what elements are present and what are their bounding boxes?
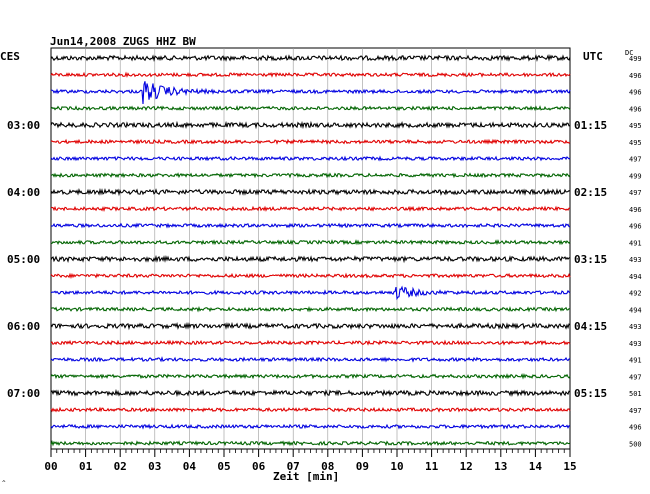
trace-row-20: [50, 388, 571, 398]
dc-value: 497: [629, 407, 642, 415]
dc-value: 501: [629, 390, 642, 398]
x-tick-label: 00: [44, 460, 57, 473]
left-time-label: 07:00: [7, 387, 40, 400]
x-tick-label: 02: [114, 460, 127, 473]
dc-value: 497: [629, 156, 642, 164]
trace-row-6: [50, 155, 571, 162]
x-tick-label: 08: [321, 460, 334, 473]
dc-value: 499: [629, 172, 642, 180]
trace-row-18: [50, 356, 571, 363]
left-time-label: 03:00: [7, 119, 40, 132]
x-tick-label: 06: [252, 460, 266, 473]
x-tick-label: 13: [494, 460, 507, 473]
x-tick-label: 15: [563, 460, 576, 473]
right-time-label: 01:15: [574, 119, 607, 132]
dc-value: 497: [629, 189, 642, 197]
dc-value: 499: [629, 55, 642, 63]
left-time-label: 05:00: [7, 253, 40, 266]
dc-value: 500: [629, 440, 642, 448]
trace-row-16: [50, 321, 571, 331]
trace-row-17: [50, 339, 571, 346]
dc-value: 496: [629, 424, 642, 432]
trace-row-9: [50, 205, 571, 213]
x-tick-label: 01: [79, 460, 93, 473]
dc-value: 493: [629, 256, 642, 264]
dc-value: 493: [629, 323, 642, 331]
x-tick-label: 07: [287, 460, 300, 473]
x-axis-label: Zeit [min]: [273, 470, 340, 483]
trace-row-14: [50, 285, 571, 301]
trace-row-15: [50, 305, 571, 313]
dc-value: 492: [629, 290, 642, 298]
dc-column-header: DC: [625, 49, 634, 57]
left-timezone-label: CES: [0, 50, 20, 63]
right-time-label: 05:15: [574, 387, 607, 400]
trace-row-12: [50, 254, 571, 264]
corner-mark: ^: [2, 480, 6, 487]
trace-row-22: [50, 423, 571, 430]
x-tick-label: 04: [183, 460, 197, 473]
dc-value: 496: [629, 223, 642, 231]
trace-row-21: [50, 406, 571, 413]
chart-title: Jun14,2008 ZUGS HHZ BW: [50, 35, 196, 48]
x-tick-label: 10: [390, 460, 403, 473]
trace-row-7: [50, 172, 571, 179]
trace-row-13: [50, 272, 571, 279]
right-timezone-label: UTC: [583, 50, 603, 63]
x-tick-label: 05: [217, 460, 230, 473]
right-time-label: 04:15: [574, 320, 607, 333]
dc-value: 496: [629, 89, 642, 97]
dc-value: 491: [629, 239, 642, 247]
dc-value: 496: [629, 72, 642, 80]
x-tick-label: 09: [356, 460, 369, 473]
trace-row-4: [50, 120, 571, 130]
right-time-label: 03:15: [574, 253, 607, 266]
right-time-label: 02:15: [574, 186, 607, 199]
dc-value: 497: [629, 373, 642, 381]
x-tick-label: 12: [460, 460, 473, 473]
dc-value: 496: [629, 105, 642, 113]
dc-value: 491: [629, 357, 642, 365]
x-tick-label: 11: [425, 460, 439, 473]
left-time-label: 04:00: [7, 186, 40, 199]
trace-row-19: [50, 373, 571, 380]
trace-row-2: [50, 81, 571, 104]
dc-value: 495: [629, 139, 642, 147]
trace-row-3: [50, 105, 571, 112]
trace-row-11: [50, 239, 571, 246]
trace-row-1: [50, 71, 571, 78]
x-tick-label: 03: [148, 460, 161, 473]
trace-row-8: [50, 187, 571, 197]
dc-value: 493: [629, 340, 642, 348]
dc-value: 494: [629, 273, 642, 281]
x-tick-label: 14: [529, 460, 543, 473]
dc-value: 495: [629, 122, 642, 130]
dc-value: 494: [629, 306, 642, 314]
left-time-label: 06:00: [7, 320, 40, 333]
trace-row-10: [50, 222, 571, 229]
trace-row-5: [50, 138, 571, 145]
trace-row-0: [50, 54, 571, 63]
dc-value: 496: [629, 206, 642, 214]
trace-row-23: [50, 439, 571, 447]
